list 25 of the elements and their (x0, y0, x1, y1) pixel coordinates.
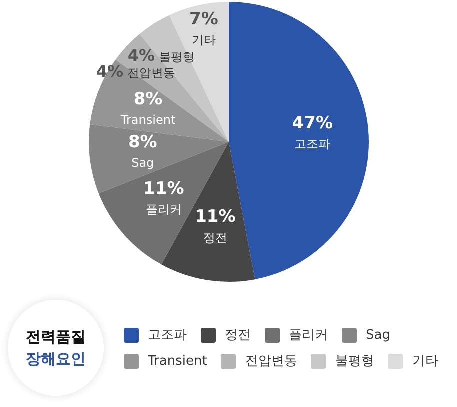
slice-label: 전압변동 (128, 66, 176, 80)
slice-label: Transient (120, 113, 176, 128)
slice-label: Sag (132, 156, 154, 170)
data-label: 47% (292, 114, 333, 134)
data-label: 11% (144, 178, 184, 199)
data-label: 8% (128, 132, 158, 152)
data-label: 7% (190, 9, 218, 30)
slice-label: 불평형 (158, 50, 195, 64)
slice-label: 기타 (192, 33, 216, 48)
legend-label: 불평형 (335, 353, 374, 370)
text: 전력품질 (26, 327, 86, 348)
text: 장해요인 (26, 349, 86, 370)
legend-label: 고조파 (148, 327, 187, 344)
data-label: 11% (195, 207, 236, 228)
legend-label: Sag (366, 328, 390, 342)
legend-label: 정전 (225, 327, 251, 344)
slice-label: 고조파 (294, 137, 331, 152)
legend-label: 전압변동 (245, 353, 298, 370)
legend-label: 플리커 (289, 327, 328, 344)
slice-label: 플리커 (146, 202, 182, 217)
legend-label: Transient (148, 354, 208, 368)
data-label: 4% (128, 46, 155, 66)
legend-label: 기타 (412, 353, 438, 370)
slice-label: 정전 (203, 230, 228, 245)
data-label: 8% (134, 89, 163, 110)
